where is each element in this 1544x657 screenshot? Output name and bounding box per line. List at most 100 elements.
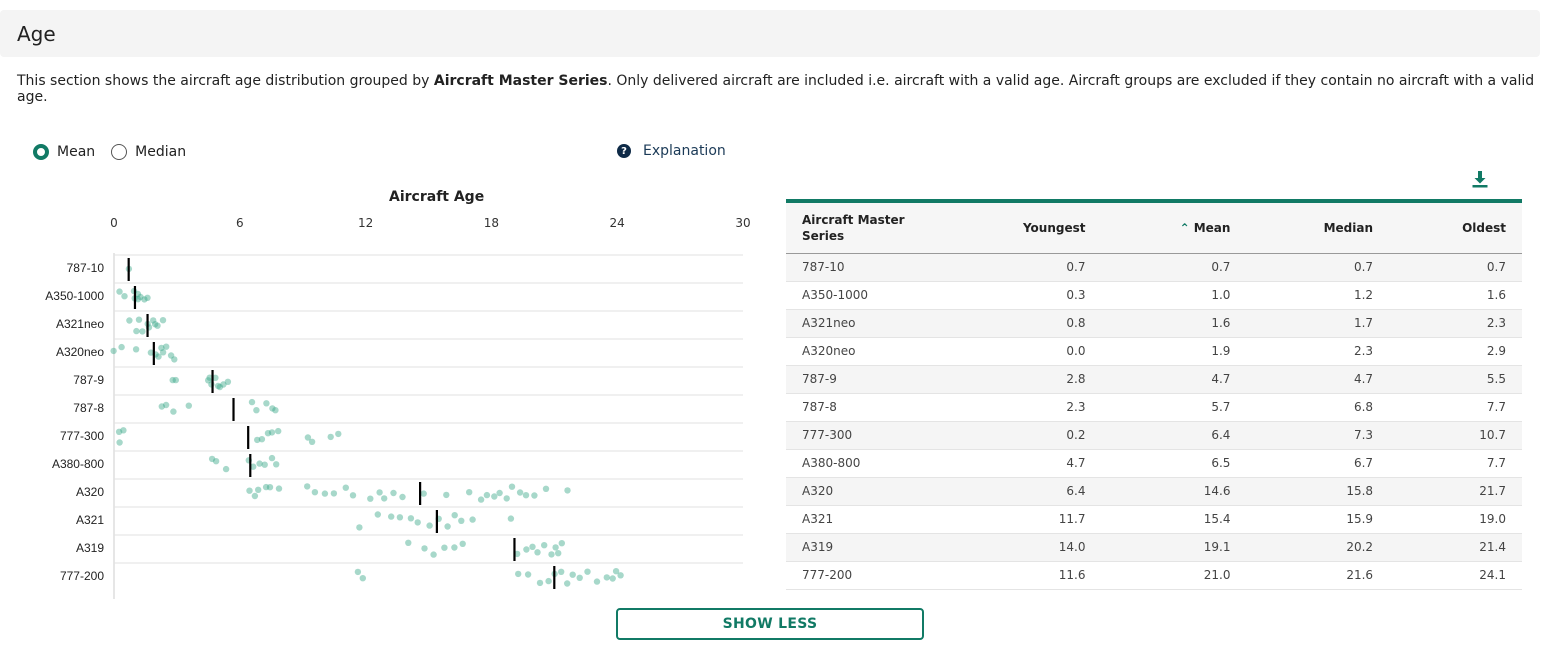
category-label: 777-300: [60, 429, 104, 443]
table-row: A321 11.7 15.4 15.9 19.0: [786, 505, 1522, 534]
category-label: A350-1000: [45, 289, 104, 303]
data-point: [584, 568, 591, 575]
col-header-oldest[interactable]: Oldest: [1389, 201, 1522, 254]
data-point: [169, 376, 176, 384]
cell-median: 21.6: [1246, 561, 1390, 590]
col-header-median-label: Median: [1323, 220, 1374, 235]
data-point: [349, 492, 357, 499]
category-label: A380-800: [52, 457, 104, 471]
table-row: 787-9 2.8 4.7 4.7 5.5: [786, 365, 1522, 394]
cell-median: 20.2: [1246, 533, 1390, 562]
data-point: [159, 349, 167, 356]
cell-oldest: 21.4: [1389, 533, 1522, 562]
data-point: [564, 487, 571, 494]
data-point: [115, 428, 123, 435]
table-row: A319 14.0 19.1 20.2 21.4: [786, 533, 1522, 562]
col-header-series[interactable]: Aircraft Master Series: [786, 201, 936, 254]
data-point: [458, 517, 465, 524]
cell-mean: 14.6: [1101, 477, 1247, 506]
col-header-median[interactable]: Median: [1246, 201, 1390, 254]
data-point: [118, 343, 125, 351]
table-row: 777-200 11.6 21.0 21.6 24.1: [786, 561, 1522, 590]
data-point: [132, 346, 140, 353]
cell-series: A320neo: [786, 337, 936, 366]
data-point: [534, 549, 541, 556]
data-point: [134, 290, 142, 298]
data-point: [507, 515, 515, 522]
data-point: [477, 496, 485, 503]
category-label: 787-8: [73, 401, 104, 415]
radio-mean[interactable]: Mean: [33, 144, 95, 160]
data-point: [135, 316, 143, 323]
col-header-mean[interactable]: ⌃ Mean: [1101, 201, 1247, 254]
radio-median-button[interactable]: [111, 144, 128, 160]
data-point: [206, 374, 213, 381]
cell-youngest: 14.0: [936, 533, 1102, 562]
data-point: [576, 574, 583, 581]
x-tick-label: 18: [484, 216, 499, 230]
cell-median: 2.3: [1246, 337, 1390, 366]
data-point: [212, 458, 220, 465]
data-point: [121, 293, 128, 300]
cell-mean: 6.4: [1101, 421, 1247, 450]
cell-series: 777-300: [786, 421, 936, 450]
data-point: [171, 356, 178, 363]
download-icon[interactable]: [1471, 170, 1489, 188]
data-point: [441, 544, 448, 551]
data-point: [264, 430, 272, 437]
data-point: [466, 489, 473, 496]
age-strip-chart: 0 6 12 18 24 30 787-10 A350-1000 A321neo A320neo 7…: [45, 216, 751, 599]
cell-series: 777-200: [786, 561, 936, 590]
data-point: [558, 568, 565, 575]
cell-series: A380-800: [786, 449, 936, 478]
table-row: 787-8 2.3 5.7 6.8 7.7: [786, 393, 1522, 422]
cell-youngest: 0.8: [936, 309, 1102, 338]
data-point: [110, 347, 117, 355]
radio-mean-button[interactable]: [33, 144, 49, 160]
col-header-oldest-label: Oldest: [1462, 220, 1506, 235]
statistic-radio-group: Mean Median: [33, 144, 202, 160]
data-point: [275, 427, 282, 435]
show-less-button[interactable]: SHOW LESS: [616, 608, 924, 640]
data-point: [248, 398, 256, 406]
data-point: [327, 433, 334, 441]
cell-oldest: 1.6: [1389, 281, 1522, 310]
data-point: [342, 484, 349, 491]
data-point: [151, 321, 159, 328]
data-point: [250, 463, 257, 470]
cell-median: 7.3: [1246, 421, 1390, 450]
data-point: [496, 489, 503, 497]
cell-median: 15.9: [1246, 505, 1390, 534]
cell-median: 0.7: [1246, 253, 1390, 282]
data-point: [593, 578, 601, 585]
cell-oldest: 5.5: [1389, 365, 1522, 394]
data-point: [390, 489, 397, 497]
data-point: [208, 455, 216, 463]
category-label: A321: [76, 513, 104, 527]
table-row: A380-800 4.7 6.5 6.7 7.7: [786, 449, 1522, 478]
data-point: [251, 492, 259, 500]
radio-median[interactable]: Median: [111, 144, 186, 160]
table-row: 787-10 0.7 0.7 0.7 0.7: [786, 253, 1522, 282]
table-body: 787-10 0.7 0.7 0.7 0.7 A350-1000 0.3 1.0 1.2 1.6 A…: [786, 253, 1522, 590]
col-header-series-label: Aircraft Master Series: [802, 212, 905, 243]
data-point: [144, 294, 151, 301]
data-point: [275, 485, 283, 492]
col-header-youngest[interactable]: Youngest: [936, 201, 1102, 254]
data-point: [273, 461, 280, 468]
data-point: [216, 383, 224, 391]
explanation-link[interactable]: ? Explanation: [617, 143, 726, 159]
data-point: [536, 579, 544, 587]
chart-title: Aircraft Age: [389, 189, 485, 205]
cell-median: 15.8: [1246, 477, 1390, 506]
cell-oldest: 19.0: [1389, 505, 1522, 534]
data-point: [155, 353, 162, 360]
x-tick-label: 24: [610, 216, 625, 230]
section-header: Age: [0, 10, 1540, 57]
data-point: [321, 490, 329, 497]
data-point: [483, 491, 491, 499]
data-point: [134, 296, 142, 303]
data-point: [469, 516, 476, 523]
data-point: [451, 512, 458, 519]
data-point: [376, 489, 383, 496]
